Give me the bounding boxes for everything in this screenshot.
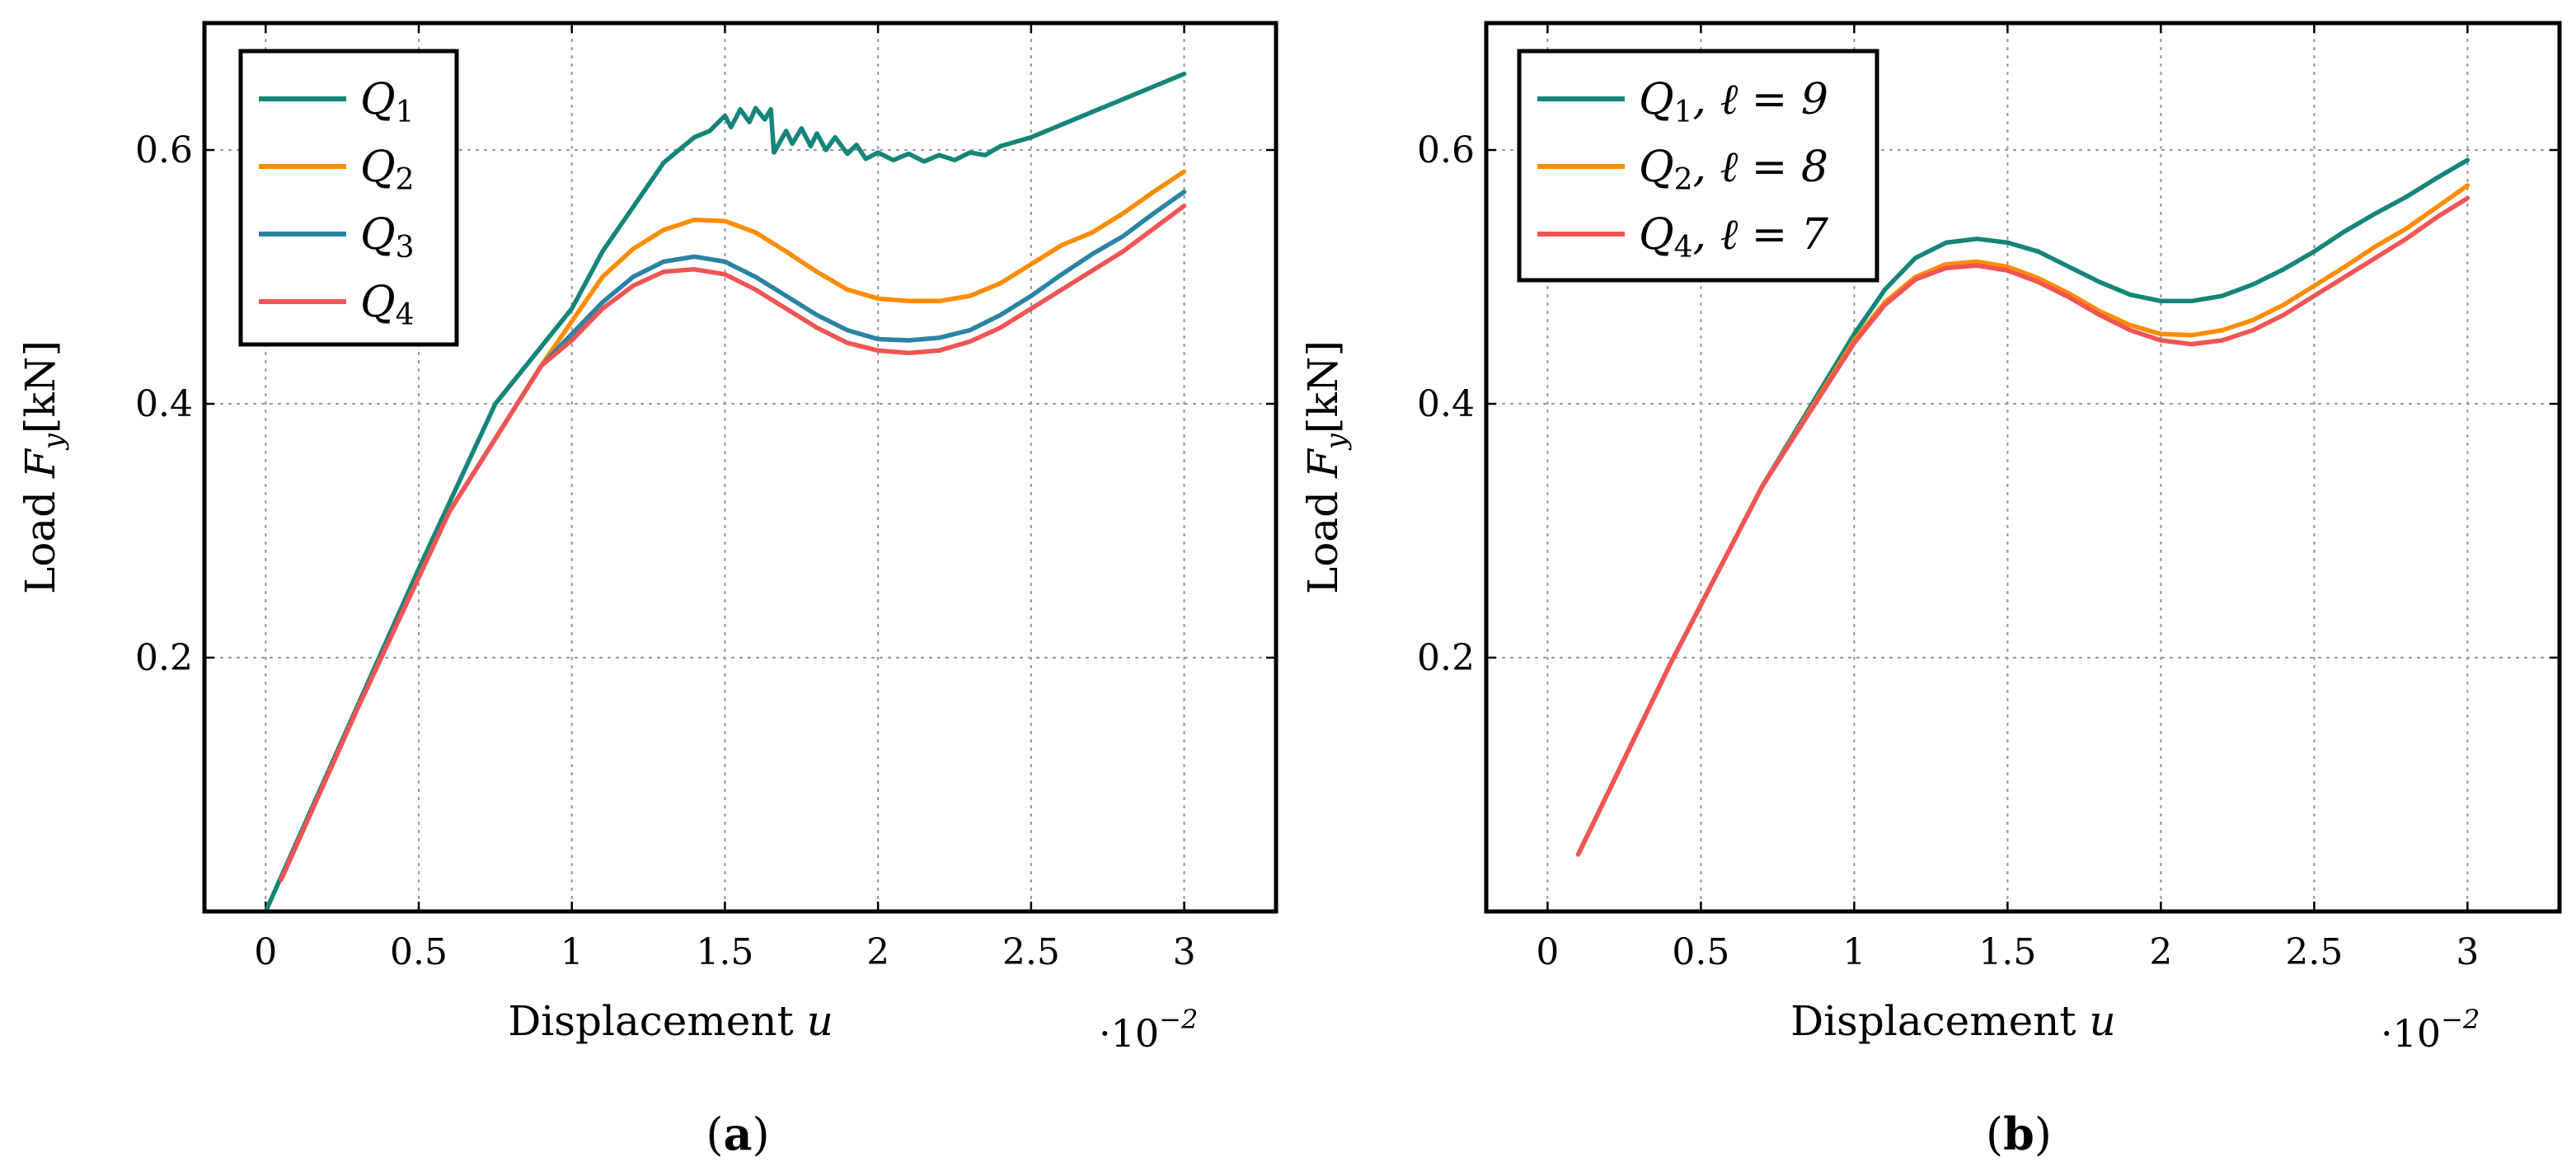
x-multiplier: ·10−2 [1099, 1004, 1198, 1056]
x-tick-label: 0.5 [390, 931, 448, 973]
series-line-q4 [1575, 195, 2470, 857]
legend-label-sub: 4 [1674, 231, 1693, 265]
series-line-q1 [263, 71, 1187, 914]
legend-label: Q2 [360, 143, 415, 197]
legend-label: Q1, ℓ = 9 [1639, 75, 1828, 129]
y-tick-label: 0.6 [135, 129, 193, 171]
series-line-q4 [279, 204, 1187, 883]
legend-label-sub: 3 [396, 231, 415, 265]
legend-label-main: Q [360, 278, 396, 327]
legend-label: Q4 [360, 278, 415, 332]
legend-label: Q1 [360, 75, 415, 129]
plot-frame [202, 21, 1279, 914]
legend-label-main: Q [1639, 210, 1674, 260]
legend-label-sub: 1 [1674, 96, 1693, 129]
y-axis-label: Load Fy[kN] [1299, 340, 1353, 594]
x-axis-label: Displacement u [508, 997, 833, 1045]
plot-frame [1484, 21, 2562, 914]
x-axis-label-var: u [2089, 997, 2115, 1045]
x-tick-label: 0 [1536, 931, 1559, 973]
legend-label-sub: 4 [396, 298, 415, 332]
x-tick-label: 0.5 [1672, 931, 1729, 973]
x-multiplier-base: ·10 [2381, 1011, 2441, 1056]
legend-label-sub: 2 [396, 163, 415, 197]
x-tick-label: 1 [561, 931, 584, 973]
x-multiplier-exp: −2 [1159, 1004, 1198, 1035]
y-axis-label-text: Load [1299, 478, 1347, 594]
y-tick-label: 0.4 [1417, 383, 1475, 425]
y-axis-label-sub: y [1320, 433, 1353, 451]
y-axis-label: Load Fy[kN] [16, 340, 70, 594]
legend-label-sub: 2 [1674, 163, 1693, 197]
x-axis-label-text: Displacement [508, 997, 806, 1045]
legend-label-suffix: , ℓ = 8 [1693, 143, 1828, 192]
caption-close: ) [753, 1108, 770, 1160]
x-tick-label: 1.5 [1978, 931, 2036, 973]
x-axis-label: Displacement u [1790, 997, 2116, 1045]
x-multiplier: ·10−2 [2381, 1004, 2480, 1056]
x-tick-label: 1 [1842, 931, 1865, 973]
x-tick-label: 1.5 [696, 931, 753, 973]
y-axis-label-var: F [16, 447, 64, 479]
y-tick-label: 0.2 [1417, 637, 1475, 679]
chart-panel-b: 0 0.5 1 1.5 2 2.5 3 0.2 0.4 0.6 Displacement u ·10−… [1299, 21, 2562, 1160]
series-line-q2 [279, 169, 1187, 883]
panel-caption: (a) [706, 1108, 769, 1160]
legend-label-main: Q [360, 75, 396, 124]
legend-label: Q4, ℓ = 7 [1639, 210, 1829, 265]
legend-label-sub: 1 [396, 96, 415, 129]
caption-open: ( [1986, 1108, 2003, 1160]
y-axis-label-unit: [kN] [16, 340, 64, 433]
x-tick-label: 2.5 [2285, 931, 2343, 973]
legend-label-main: Q [360, 143, 396, 192]
x-tick-label: 3 [1173, 931, 1196, 973]
x-tick-label: 3 [2456, 931, 2479, 973]
x-tick-label: 2 [866, 931, 889, 973]
legend-label-suffix: , ℓ = 9 [1693, 75, 1828, 124]
y-axis-label-text: Load [16, 478, 64, 594]
legend: Q1, ℓ = 9Q2, ℓ = 8Q4, ℓ = 7 [1517, 49, 1879, 283]
y-tick-label: 0.6 [1417, 129, 1475, 171]
x-multiplier-exp: −2 [2441, 1004, 2480, 1035]
x-tick-label: 0 [254, 931, 277, 973]
x-axis-label-var: u [807, 997, 833, 1045]
x-tick-label: 2.5 [1002, 931, 1060, 973]
legend-label-suffix: , ℓ = 7 [1693, 210, 1829, 260]
y-tick-label: 0.4 [135, 383, 193, 425]
x-tick-label: 2 [2149, 931, 2172, 973]
y-axis-label-var: F [1299, 447, 1347, 479]
caption-label: a [724, 1108, 753, 1160]
y-axis-label-sub: y [37, 433, 70, 451]
caption-close: ) [2034, 1108, 2052, 1160]
legend-label: Q2, ℓ = 8 [1639, 143, 1828, 197]
legend-label-main: Q [360, 210, 396, 260]
y-axis-label-unit: [kN] [1299, 340, 1347, 433]
caption-open: ( [706, 1108, 723, 1160]
chart-panel-a: 0 0.5 1 1.5 2 2.5 3 0.2 0.4 0.6 Displacement u ·10−… [16, 21, 1279, 1160]
legend-label-main: Q [1639, 143, 1674, 192]
panel-caption: (b) [1986, 1108, 2052, 1160]
x-axis-label-text: Displacement [1790, 997, 2089, 1045]
legend-label: Q3 [360, 210, 415, 265]
series-line-q3 [279, 190, 1187, 883]
caption-label: b [2003, 1108, 2034, 1160]
x-multiplier-base: ·10 [1099, 1011, 1159, 1056]
legend-label-main: Q [1639, 75, 1674, 124]
y-tick-label: 0.2 [135, 637, 193, 679]
series-line-q1 [1575, 157, 2470, 857]
